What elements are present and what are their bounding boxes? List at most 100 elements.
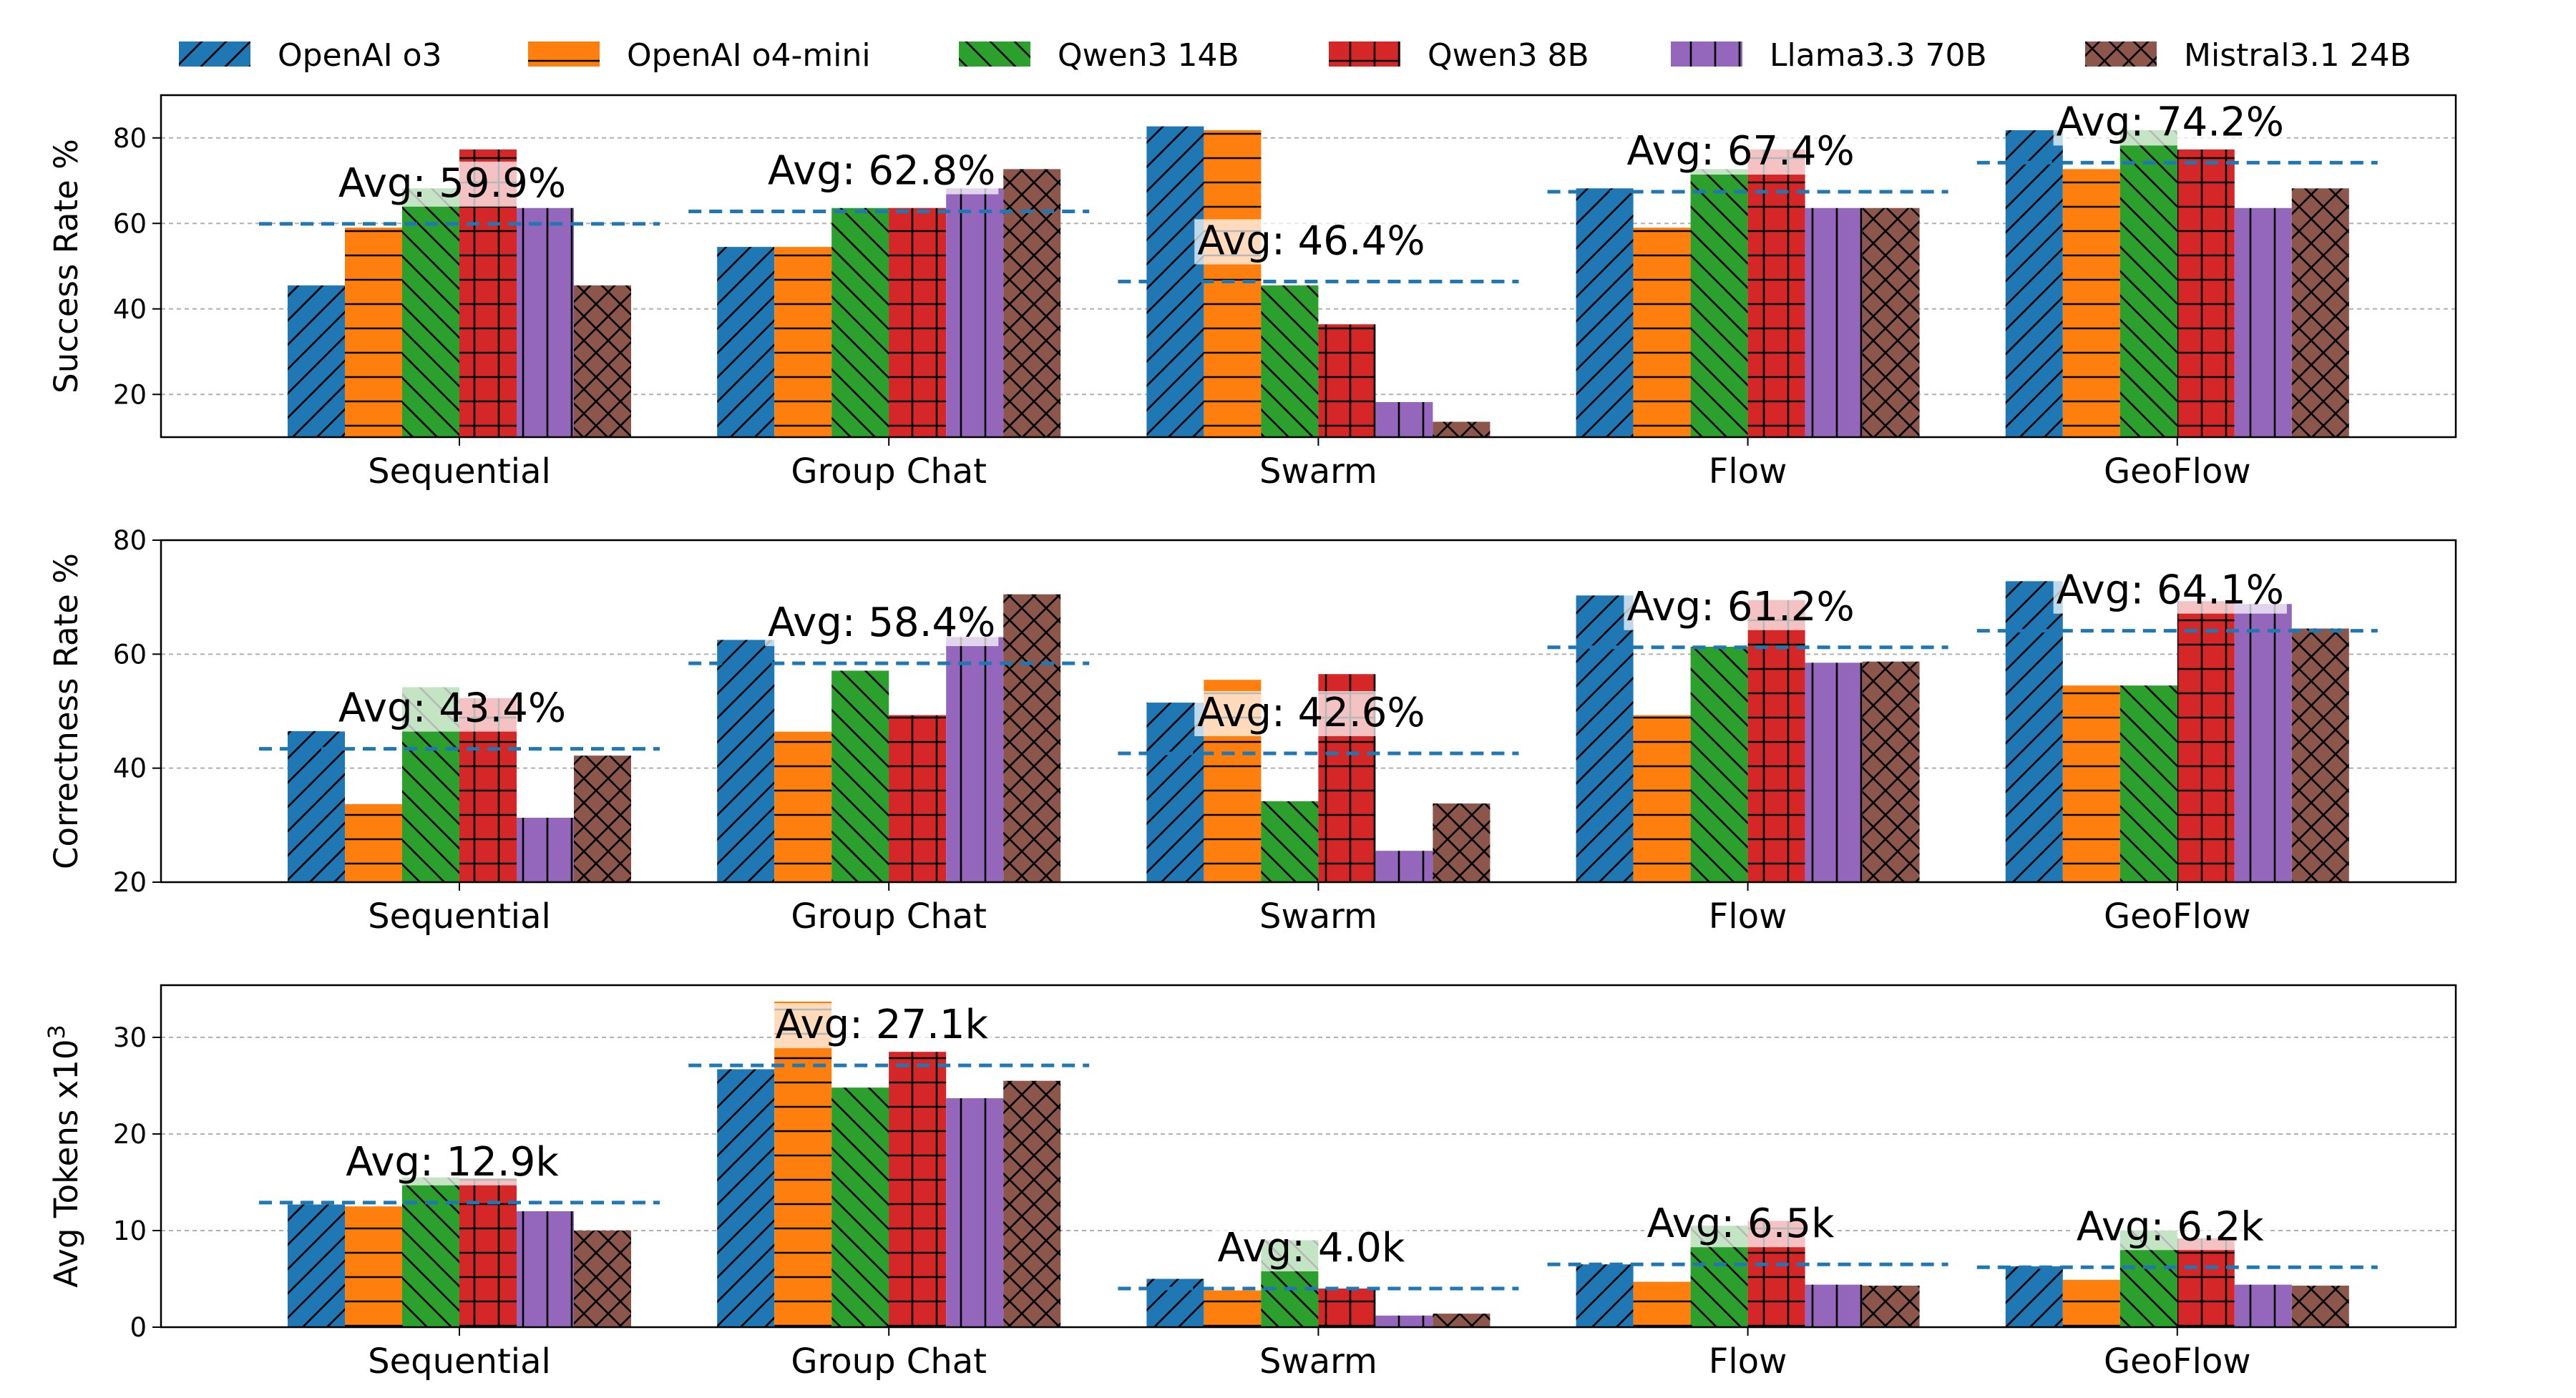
bar-openai-o4-mini-flow	[1633, 715, 1691, 882]
average-label-background	[2073, 1205, 2268, 1251]
bar-mistral3-1-24b-group-chat	[1003, 169, 1061, 437]
x-tick-label: Group Chat	[791, 1341, 987, 1382]
average-label: Avg: 6.5k	[1647, 1201, 1835, 1247]
bar-openai-o3-sequential	[288, 1204, 345, 1327]
x-tick-label: GeoFlow	[2104, 451, 2251, 492]
x-tick-label: Sequential	[368, 1341, 551, 1382]
y-tick-label: 40	[113, 753, 147, 784]
average-label: Avg: 64.1%	[2057, 567, 2284, 614]
bar-openai-o4-mini-geoflow	[2062, 685, 2120, 882]
bar-openai-o3-group-chat	[717, 247, 775, 437]
x-tick-label: Sequential	[368, 451, 551, 492]
bar-qwen3-14b-flow	[1690, 646, 1748, 882]
bar-mistral3-1-24b-geoflow	[2291, 628, 2349, 882]
bar-qwen3-14b-swarm	[1261, 801, 1319, 882]
average-label: Avg: 42.6%	[1197, 690, 1425, 736]
average-label-background	[1194, 219, 1428, 265]
x-tick-label: GeoFlow	[2104, 1341, 2251, 1382]
x-tick-label: Sequential	[368, 896, 551, 937]
bar-mistral3-1-24b-geoflow	[2291, 1285, 2349, 1327]
average-label-background	[765, 601, 999, 647]
legend-label: Qwen3 8B	[1428, 37, 1589, 74]
average-label: Avg: 12.9k	[346, 1139, 559, 1186]
legend-label: Llama3.3 70B	[1770, 37, 1987, 74]
y-tick-label: 80	[113, 123, 147, 154]
bar-openai-o4-mini-group-chat	[774, 247, 832, 437]
bar-qwen3-8b-sequential	[459, 1178, 517, 1327]
x-tick-label: Swarm	[1259, 1341, 1377, 1382]
bar-openai-o4-mini-flow	[1633, 1281, 1691, 1327]
bar-openai-o3-sequential	[288, 730, 345, 882]
legend-item-mistral3-1-24b: Mistral3.1 24B	[2085, 37, 2411, 74]
axes-frame	[160, 984, 2457, 1329]
bar-llama3-3-70b-geoflow	[2234, 604, 2292, 882]
bar-openai-o4-mini-geoflow	[2062, 1279, 2120, 1327]
bar-llama3-3-70b-flow	[1805, 663, 1863, 882]
x-tick-label: Group Chat	[791, 451, 987, 492]
average-label: Avg: 4.0k	[1217, 1225, 1405, 1271]
average-label: Avg: 67.4%	[1626, 128, 1854, 175]
average-label: Avg: 46.4%	[1197, 218, 1425, 265]
bar-llama3-3-70b-group-chat	[946, 188, 1004, 437]
y-tick-label: 80	[113, 525, 147, 556]
bar-qwen3-8b-geoflow	[2177, 601, 2235, 882]
axes-frame	[160, 539, 2457, 884]
bar-mistral3-1-24b-group-chat	[1003, 1080, 1061, 1327]
y-axis-label: Avg Tokens x103	[43, 1025, 85, 1288]
bar-mistral3-1-24b-swarm	[1433, 421, 1491, 437]
average-label: Avg: 43.4%	[338, 685, 566, 732]
bar-openai-o3-swarm	[1146, 126, 1204, 437]
bar-qwen3-14b-group-chat	[831, 207, 889, 437]
average-label: Avg: 62.8%	[768, 148, 995, 195]
bar-mistral3-1-24b-flow	[1862, 661, 1920, 882]
bar-llama3-3-70b-flow	[1805, 207, 1863, 437]
bar-qwen3-8b-group-chat	[889, 207, 947, 437]
x-tick-label: Group Chat	[791, 896, 987, 937]
bar-openai-o3-sequential	[288, 285, 345, 437]
bar-qwen3-14b-swarm	[1261, 285, 1319, 437]
bar-openai-o4-mini-sequential	[345, 228, 402, 437]
average-label-background	[772, 1003, 992, 1049]
bar-mistral3-1-24b-flow	[1862, 1285, 1920, 1327]
y-tick-label: 20	[113, 867, 147, 898]
average-label: Avg: 59.9%	[338, 160, 566, 207]
bar-llama3-3-70b-sequential	[517, 207, 574, 437]
bar-openai-o4-mini-group-chat	[774, 731, 832, 882]
bar-llama3-3-70b-geoflow	[2234, 1284, 2292, 1327]
bar-mistral3-1-24b-sequential	[574, 285, 631, 437]
bar-openai-o4-mini-sequential	[345, 1206, 402, 1327]
bar-llama3-3-70b-sequential	[517, 817, 574, 882]
average-label-background	[2053, 100, 2287, 146]
bar-llama3-3-70b-sequential	[517, 1211, 574, 1327]
y-tick-label: 20	[113, 1119, 147, 1150]
legend-swatch	[959, 41, 1030, 67]
average-label-background	[2053, 568, 2287, 614]
bar-qwen3-14b-geoflow	[2119, 685, 2177, 882]
y-tick-label: 0	[130, 1312, 147, 1343]
average-label-background	[335, 161, 570, 207]
bar-qwen3-8b-geoflow	[2177, 1238, 2235, 1327]
legend-swatch	[179, 41, 250, 67]
bar-openai-o3-geoflow	[2005, 1266, 2063, 1327]
bar-openai-o3-flow	[1576, 595, 1634, 882]
bar-qwen3-14b-geoflow	[2119, 129, 2177, 437]
chart-panel-2: 20 40 60 80 Sequential Group Chat Swarm Flow Geo…	[47, 525, 2457, 937]
average-label: Avg: 27.1k	[775, 1002, 988, 1048]
bar-llama3-3-70b-geoflow	[2234, 207, 2292, 437]
legend-item-openai-o3: OpenAI o3	[179, 37, 442, 74]
bar-openai-o4-mini-swarm	[1204, 129, 1262, 437]
bar-llama3-3-70b-group-chat	[946, 1098, 1004, 1327]
average-label: Avg: 58.4%	[768, 600, 995, 646]
bar-openai-o3-flow	[1576, 188, 1634, 437]
bar-mistral3-1-24b-sequential	[574, 756, 631, 882]
average-label-background	[343, 1140, 562, 1186]
bar-qwen3-8b-group-chat	[889, 715, 947, 882]
legend-label: OpenAI o3	[278, 37, 442, 74]
legend-item-qwen3-14b: Qwen3 14B	[959, 37, 1239, 74]
bar-qwen3-14b-sequential	[402, 1177, 459, 1327]
y-tick-label: 10	[113, 1216, 147, 1246]
x-tick-label: Swarm	[1259, 896, 1377, 937]
average-label-background	[765, 149, 999, 195]
average-label: Avg: 61.2%	[1626, 584, 1854, 630]
legend-label: Mistral3.1 24B	[2184, 37, 2411, 74]
